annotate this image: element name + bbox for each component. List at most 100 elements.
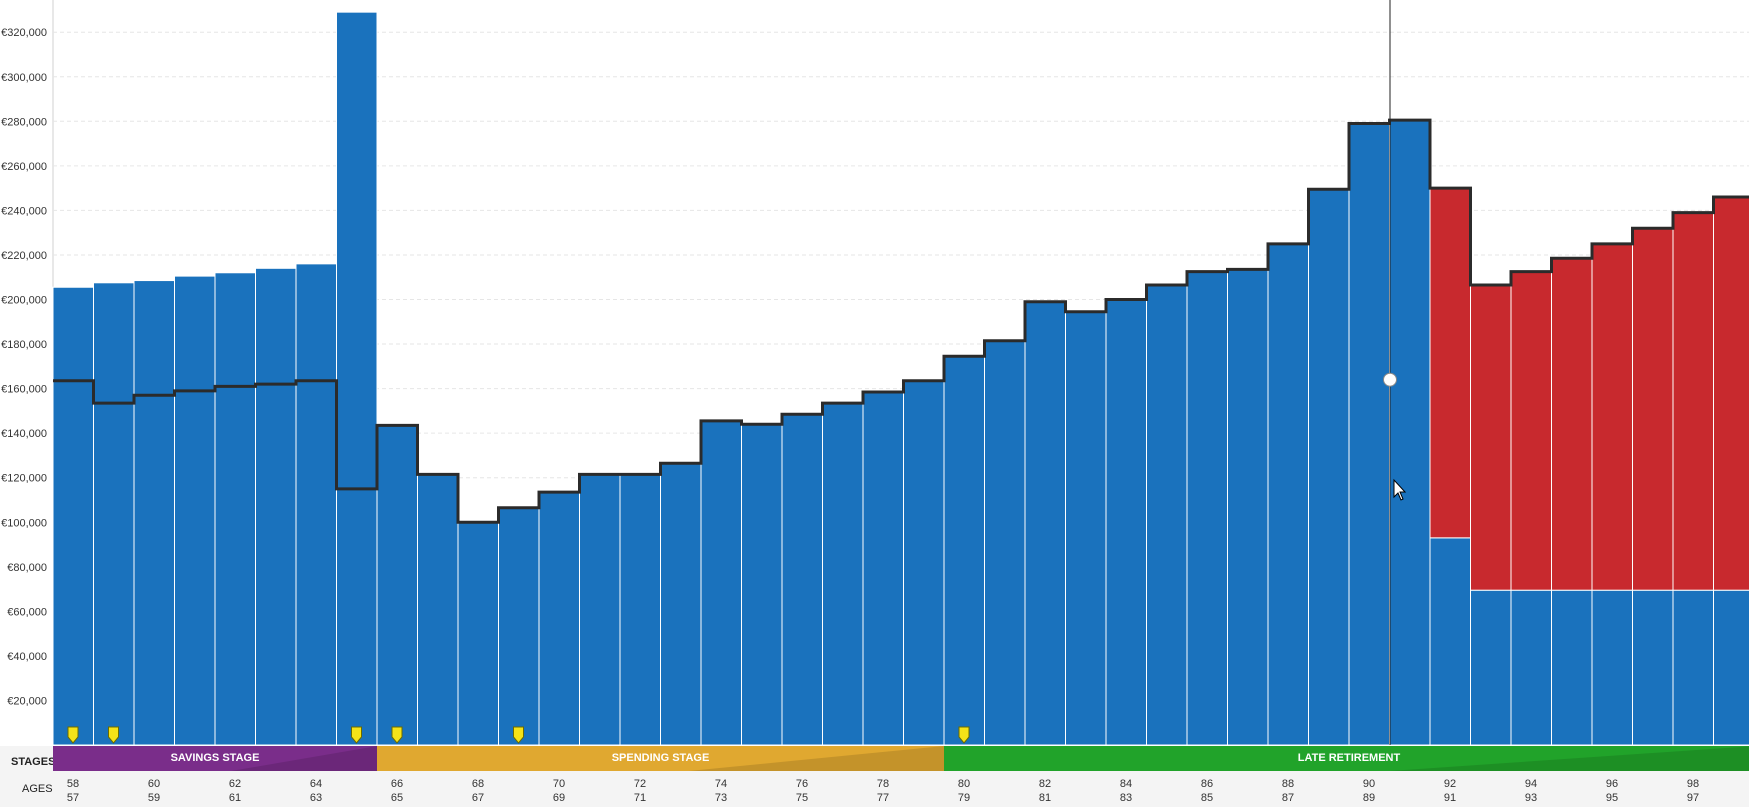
age-label: 86 [1201, 778, 1213, 790]
bar-segment-blue[interactable] [1390, 120, 1431, 745]
bar-segment-blue[interactable] [944, 356, 985, 745]
bar-segment-red[interactable] [1511, 272, 1552, 591]
age-label: 98 [1687, 778, 1699, 790]
stage-band: SPENDING STAGE [377, 746, 944, 771]
bar-segment-blue[interactable] [296, 264, 337, 745]
bar-segment-red[interactable] [1714, 196, 1749, 590]
age-label: 76 [796, 778, 808, 790]
age-label: 95 [1606, 792, 1618, 804]
bar-segment-blue[interactable] [134, 281, 175, 745]
age-label: 75 [796, 792, 808, 804]
bar-segment-blue[interactable] [1066, 312, 1107, 745]
bar-segment-blue[interactable] [620, 474, 661, 745]
bar-segment-blue[interactable] [1106, 300, 1147, 746]
bar-segment-blue[interactable] [782, 414, 823, 745]
bar-segment-blue[interactable] [1228, 269, 1269, 745]
age-label: 83 [1120, 792, 1132, 804]
age-label: 80 [958, 778, 970, 790]
bar-segment-blue[interactable] [1025, 302, 1066, 745]
y-tick-label: €180,000 [1, 339, 47, 351]
bar-segment-red[interactable] [1633, 227, 1674, 590]
bar-segment-blue[interactable] [377, 425, 418, 745]
age-label: 97 [1687, 792, 1699, 804]
bar-segment-blue[interactable] [1592, 590, 1633, 745]
bar-segment-blue[interactable] [863, 392, 904, 745]
age-label: 62 [229, 778, 241, 790]
bar-segment-blue[interactable] [539, 492, 580, 745]
age-label: 85 [1201, 792, 1213, 804]
cursor-point [1384, 373, 1397, 386]
age-label: 89 [1363, 792, 1375, 804]
age-label: 77 [877, 792, 889, 804]
stage-band: LATE RETIREMENT [944, 746, 1749, 771]
bar-segment-blue[interactable] [1552, 590, 1593, 745]
bar-segment-blue[interactable] [1268, 244, 1309, 745]
bar-segment-blue[interactable] [1309, 189, 1350, 745]
age-label: 64 [310, 778, 322, 790]
age-label: 68 [472, 778, 484, 790]
bar-segment-blue[interactable] [1511, 590, 1552, 745]
age-label: 72 [634, 778, 646, 790]
bar-segment-blue[interactable] [904, 381, 945, 745]
bar-segment-blue[interactable] [94, 283, 135, 745]
bar-segment-blue[interactable] [1673, 590, 1714, 745]
bar-segment-blue[interactable] [1471, 590, 1512, 745]
y-tick-label: €120,000 [1, 473, 47, 485]
age-label: 66 [391, 778, 403, 790]
age-label: 59 [148, 792, 160, 804]
age-label: 58 [67, 778, 79, 790]
bar-segment-red[interactable] [1673, 212, 1714, 591]
bar-segment-red[interactable] [1430, 188, 1471, 538]
age-label: 90 [1363, 778, 1375, 790]
y-tick-label: €160,000 [1, 384, 47, 396]
bar-segment-blue[interactable] [985, 341, 1026, 745]
bar-segment-blue[interactable] [1349, 124, 1390, 745]
bar-segment-blue[interactable] [256, 268, 297, 745]
bar-segment-blue[interactable] [175, 276, 216, 745]
bar-segment-blue[interactable] [1714, 590, 1749, 745]
bar-segment-blue[interactable] [701, 421, 742, 745]
bar-segment-blue[interactable] [1147, 285, 1188, 745]
bar-segment-blue[interactable] [53, 287, 94, 745]
bar-segment-red[interactable] [1552, 258, 1593, 590]
age-label: 63 [310, 792, 322, 804]
y-tick-label: €100,000 [1, 517, 47, 529]
stage-label: SPENDING STAGE [612, 752, 710, 764]
bar-segment-blue[interactable] [1633, 590, 1674, 745]
bar-segment-blue[interactable] [580, 474, 621, 745]
age-label: 93 [1525, 792, 1537, 804]
stage-label: LATE RETIREMENT [1298, 752, 1401, 764]
age-label: 88 [1282, 778, 1294, 790]
bar-segment-red[interactable] [1592, 243, 1633, 590]
y-tick-label: €20,000 [7, 695, 47, 707]
bar-segment-red[interactable] [1471, 285, 1512, 590]
bar-segment-blue[interactable] [823, 403, 864, 745]
y-tick-label: €300,000 [1, 72, 47, 84]
bar-segment-blue[interactable] [215, 273, 256, 745]
age-label: 94 [1525, 778, 1537, 790]
age-label: 96 [1606, 778, 1618, 790]
y-tick-label: €60,000 [7, 606, 47, 618]
bar-segment-blue[interactable] [418, 474, 459, 745]
age-label: 78 [877, 778, 889, 790]
age-label: 81 [1039, 792, 1051, 804]
bar-segment-blue[interactable] [1430, 538, 1471, 745]
age-label: 69 [553, 792, 565, 804]
bar-segment-blue[interactable] [742, 424, 783, 745]
y-axis-ticks: €20,000€40,000€60,000€80,000€100,000€120… [1, 27, 47, 707]
ages-row-background [0, 774, 1749, 807]
age-label: 71 [634, 792, 646, 804]
age-label: 91 [1444, 792, 1456, 804]
bar-segment-blue[interactable] [499, 508, 540, 745]
age-label: 87 [1282, 792, 1294, 804]
bar-segment-blue[interactable] [458, 522, 499, 745]
stages-row-label: STAGES [11, 756, 55, 768]
bar-segment-blue[interactable] [337, 12, 378, 745]
bar-segment-blue[interactable] [1187, 272, 1228, 745]
bar-segment-blue[interactable] [661, 463, 702, 745]
ages-row-label: AGES [22, 783, 53, 795]
age-label: 74 [715, 778, 727, 790]
